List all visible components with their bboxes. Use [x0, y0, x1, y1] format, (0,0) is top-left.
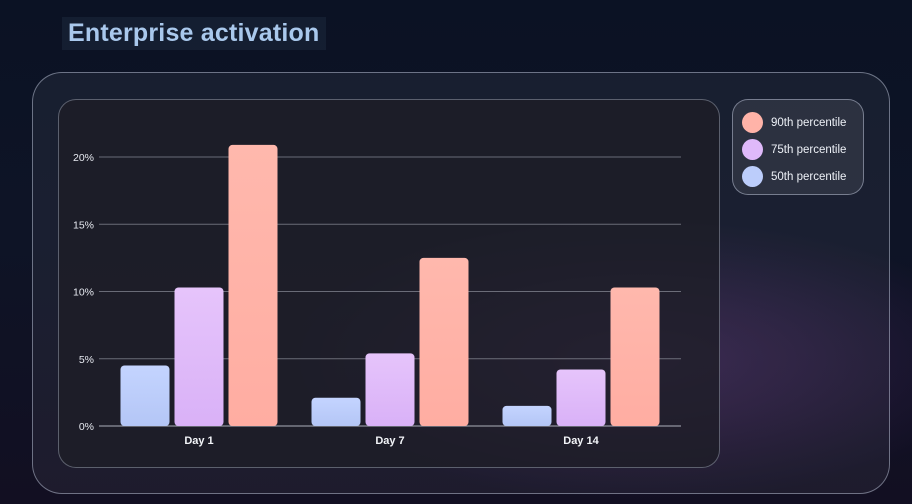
legend-label: 75th percentile — [771, 143, 847, 156]
x-tick-label: Day 1 — [184, 435, 213, 447]
legend-swatch — [742, 139, 763, 160]
bar-50th-percentile-day-14 — [502, 405, 552, 426]
bar-90th-percentile-day-14 — [610, 287, 660, 426]
legend-item: 90th percentile — [742, 109, 863, 136]
legend-label: 50th percentile — [771, 170, 847, 183]
bar-90th-percentile-day-7 — [419, 257, 469, 426]
bar-75th-percentile-day-14 — [556, 369, 606, 426]
y-tick-label: 15% — [73, 219, 94, 231]
y-tick-label: 5% — [79, 354, 94, 366]
y-tick-label: 20% — [73, 152, 94, 164]
x-axis-ticks: Day 1 Day 7 Day 14 — [184, 435, 599, 447]
legend-swatch — [742, 112, 763, 133]
y-axis-ticks: 0% 5% 10% 15% 20% — [73, 152, 94, 433]
page-title: Enterprise activation — [62, 17, 326, 50]
x-tick-label: Day 7 — [375, 435, 404, 447]
legend-label: 90th percentile — [771, 116, 847, 129]
legend-item: 50th percentile — [742, 163, 863, 190]
bar-75th-percentile-day-1 — [174, 287, 224, 426]
chart-legend: 90th percentile 75th percentile 50th per… — [732, 99, 864, 195]
legend-swatch — [742, 166, 763, 187]
x-tick-label: Day 14 — [563, 435, 599, 447]
legend-item: 75th percentile — [742, 136, 863, 163]
bar-50th-percentile-day-7 — [311, 397, 361, 426]
y-tick-label: 0% — [79, 421, 94, 433]
bar-90th-percentile-day-1 — [228, 144, 278, 426]
y-tick-label: 10% — [73, 287, 94, 299]
bars — [120, 144, 660, 426]
bar-75th-percentile-day-7 — [365, 353, 415, 426]
bar-50th-percentile-day-1 — [120, 365, 170, 426]
